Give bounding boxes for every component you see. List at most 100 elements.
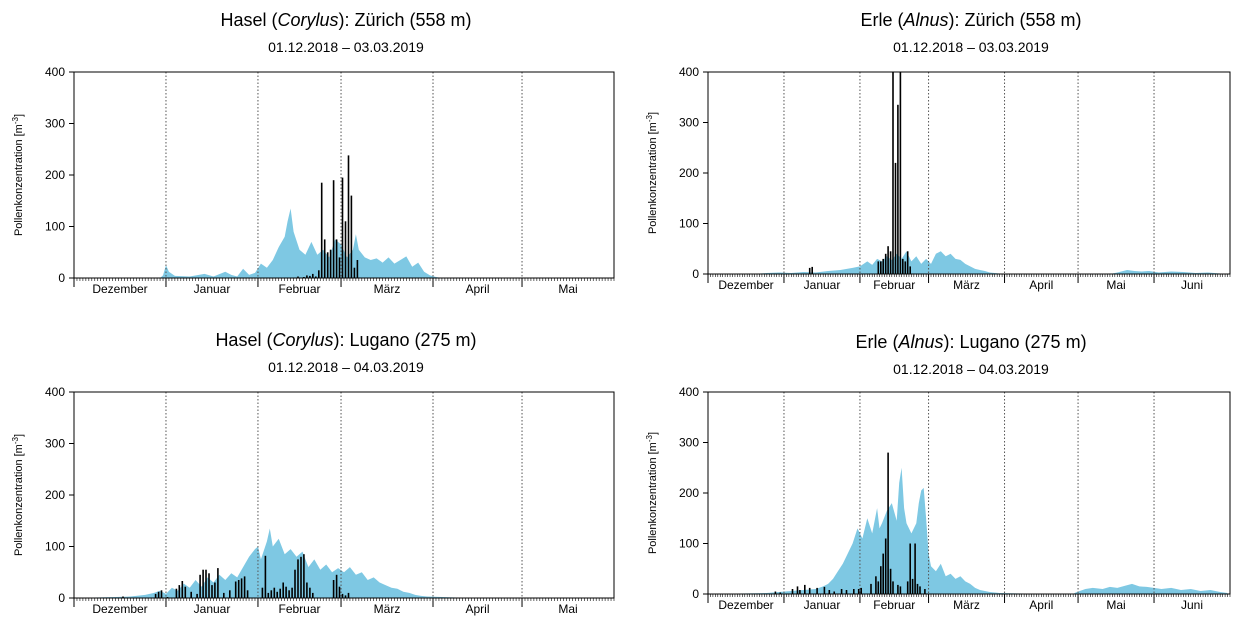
y-tick-label: 0 <box>58 271 65 285</box>
pollen-bar <box>906 581 909 594</box>
chart-subtitle: 01.12.2018 – 04.03.2019 <box>268 359 424 375</box>
x-month-label: Mai <box>1106 278 1125 292</box>
x-month-label: Mai <box>558 602 577 616</box>
plot-frame <box>707 71 1231 275</box>
pollen-bar <box>804 584 806 594</box>
chart-title: Hasel (Corylus): Lugano (275 m) <box>215 330 476 350</box>
chart-subtitle: 01.12.2018 – 03.03.2019 <box>893 39 1049 55</box>
pollen-bar <box>341 177 344 278</box>
pollen-bar <box>857 589 860 594</box>
plot-area: 0 100 200 300 400 Dezember Januar Februar März Ap… <box>645 385 1231 612</box>
pollen-bar <box>823 586 826 594</box>
y-tick-label: 300 <box>679 436 699 450</box>
pollen-bar <box>312 592 314 598</box>
y-axis-label-text: Pollenkonzentration [m <box>13 124 25 236</box>
pollen-bar <box>288 590 290 598</box>
y-axis-label-text: Pollenkonzentration [m <box>647 442 659 554</box>
y-axis-label-bracket: ] <box>13 434 25 437</box>
y-axis-label-exponent: -3 <box>11 436 20 444</box>
y-tick-label: 100 <box>45 540 65 554</box>
pollen-bar <box>264 555 267 598</box>
y-tick-label: 0 <box>58 591 65 605</box>
plot-frame <box>73 71 615 279</box>
x-month-label: April <box>1029 278 1053 292</box>
pollen-bar <box>860 587 862 594</box>
x-month-label: Februar <box>873 278 915 292</box>
y-tick-label: 100 <box>679 217 699 231</box>
pollen-bar <box>285 586 287 598</box>
x-month-label: Mai <box>558 282 577 296</box>
pollen-bar <box>840 589 843 594</box>
pollen-bar <box>808 267 811 274</box>
x-month-label: Dezember <box>92 602 147 616</box>
pollen-bar <box>356 260 359 278</box>
x-month-label: Dezember <box>718 598 773 612</box>
pollen-bar <box>306 582 308 598</box>
pollen-bar <box>338 257 341 278</box>
pollen-bar <box>828 590 831 594</box>
pollen-bar <box>217 568 219 598</box>
x-month-label: Januar <box>804 598 841 612</box>
pollen-bar <box>353 267 356 278</box>
pollen-bar <box>323 239 326 278</box>
x-month-label: Januar <box>804 278 841 292</box>
pollen-bar <box>897 584 899 594</box>
pollen-bar <box>889 568 892 595</box>
pollen-bar <box>897 104 899 274</box>
pollen-bar <box>332 580 335 598</box>
pollen-bar <box>882 553 884 594</box>
x-month-label: Januar <box>194 602 231 616</box>
pollen-bar <box>184 586 187 598</box>
pollen-bar <box>909 543 911 594</box>
pollen-bar <box>916 583 919 594</box>
chart-title: Hasel (Corylus): Zürich (558 m) <box>220 10 471 30</box>
y-axis-label: Pollenkonzentration [m-3] <box>11 434 26 556</box>
y-tick-label: 0 <box>692 267 699 281</box>
x-month-label: März <box>953 278 980 292</box>
pollen-bar <box>880 261 882 274</box>
pollen-bar <box>267 592 270 598</box>
pollen-bar <box>894 162 897 274</box>
x-month-label: Juni <box>1181 598 1203 612</box>
pollen-bar <box>799 590 801 594</box>
pollen-bar <box>309 275 311 278</box>
pollen-bar <box>845 590 848 594</box>
pollen-bar <box>796 586 799 594</box>
pollen-bar <box>882 258 884 274</box>
pollen-bar <box>350 195 353 278</box>
pollen-bar <box>899 586 902 594</box>
pollen-bar <box>205 569 207 598</box>
pollen-bar <box>315 276 317 278</box>
pollen-bar <box>335 239 338 278</box>
pollen-bar <box>904 261 907 274</box>
x-month-label: Januar <box>194 282 231 296</box>
y-tick-label: 300 <box>45 437 65 451</box>
pollen-bar <box>312 273 314 278</box>
pollen-bar <box>309 587 311 598</box>
pollen-bar <box>892 581 894 594</box>
x-month-label: März <box>374 602 401 616</box>
y-tick-label: 0 <box>692 587 699 601</box>
y-tick-label: 200 <box>45 168 65 182</box>
x-month-label: März <box>953 598 980 612</box>
y-axis-label-exponent: -3 <box>645 434 654 442</box>
plot-frame <box>73 391 615 599</box>
pollen-bar <box>237 580 240 598</box>
chart-subtitle: 01.12.2018 – 04.03.2019 <box>893 361 1049 377</box>
pollen-bar <box>273 587 276 598</box>
pollen-bar <box>909 266 911 274</box>
pollen-bar <box>246 590 249 598</box>
pollen-bar <box>320 182 323 278</box>
pollen-bar <box>261 587 264 598</box>
pollen-bar <box>884 538 887 594</box>
pollen-bar <box>870 583 872 594</box>
pollen-bar <box>808 587 811 594</box>
pollen-bar <box>919 586 921 594</box>
pollen-bar <box>875 576 877 594</box>
pollen-bar <box>300 556 302 598</box>
pollen-bar <box>306 275 308 278</box>
plot-area: 0 100 200 300 400 Dezember Januar Februar März Ap… <box>11 385 615 616</box>
chart-title: Erle (Alnus): Lugano (275 m) <box>855 332 1086 352</box>
panel-erle-zurich: Erle (Alnus): Zürich (558 m) 01.12.2018 … <box>645 10 1231 292</box>
